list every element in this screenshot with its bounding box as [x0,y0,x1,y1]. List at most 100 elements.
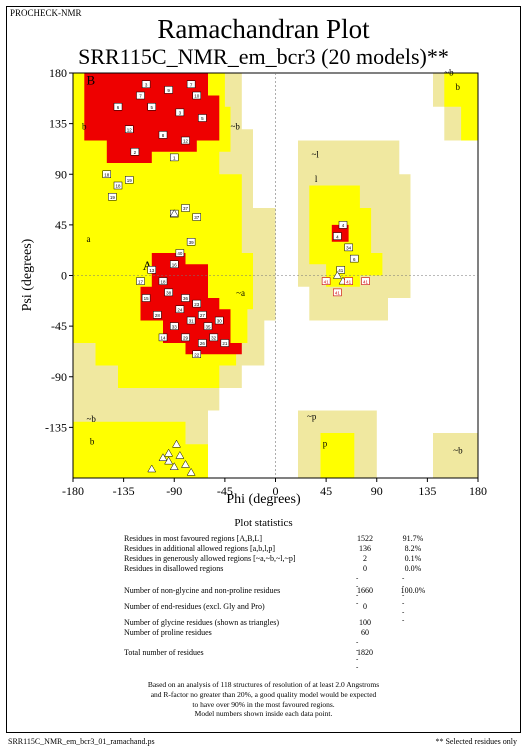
plot-subtitle: SRR115C_NMR_em_bcr3 (20 models)** [78,44,449,69]
residue-point: 24 [175,305,185,313]
residue-model-number: 34 [346,246,352,251]
residue-point: 2 [130,148,140,156]
residue-square [198,339,207,347]
stats-row: Total number of residues 1820 [124,648,444,659]
glycine-triangle [164,448,174,457]
stats-label: Residues in disallowed regions [124,564,224,573]
glycine-triangle [158,453,168,461]
x-tick-label: 135 [418,484,436,498]
stats-row: Number of end-residues (excl. Gly and Pr… [124,602,444,613]
stats-percent: 8.2% [404,544,422,553]
x-tick-label: -180 [62,484,84,498]
selected-residue-point: 41 [361,277,370,285]
marks-layer: 7593101281256371218181919373737394016131… [102,80,370,476]
residue-square [141,294,151,302]
axes-layer: -180 -135 -90 -45 0 45 90 135 18018013590450-45-… [45,66,487,498]
residue-model-number: 13 [149,268,155,273]
residue-square [209,333,218,342]
residue-point: 19 [108,193,117,201]
stats-row: Number of proline residues 60 [124,628,444,639]
x-tick-label: 0 [273,484,279,498]
x-tick-label: 90 [371,484,383,498]
y-tick-label: 180 [49,66,67,80]
stats-separator: ---- [356,638,359,672]
residue-square [125,176,134,184]
residue-square [344,243,353,252]
region-label: ~b [231,121,241,131]
footnote-line: Model numbers shown inside each data poi… [194,709,333,719]
stats-percent: 91.7% [402,534,424,543]
residue-square [164,86,173,94]
stats-label: Residues in generously allowed regions [… [124,554,296,563]
footer-note: ** Selected residues only [435,737,517,746]
stats-count: 1660 [357,586,373,595]
residue-square [147,266,156,274]
residue-point: 14 [158,333,168,342]
residue-square [198,114,207,122]
residue-point: 17 [136,277,145,285]
region-allowed-right [444,73,478,141]
residue-point: 21 [220,339,230,347]
residue-model-number: 37 [194,215,200,220]
selected-residue-square [344,277,353,285]
glycine-triangle [181,459,190,468]
residue-point: 39 [186,238,196,246]
residue-square [203,322,213,330]
residue-square [136,91,145,100]
stats-label: Number of proline residues [124,628,212,637]
footnote: Based on an analysis of 118 structures o… [0,680,527,719]
residue-model-number: 28 [155,313,161,318]
residue-model-number: 38 [166,291,172,296]
residue-model-number: 6 [353,257,356,262]
residue-square [170,153,179,162]
residue-point: 16 [170,260,179,268]
stats-percent: 0.0% [404,564,422,573]
residue-model-number: 26 [200,341,206,346]
residue-square [175,249,185,257]
region-label: b [82,121,87,131]
y-tick-label: 90 [55,167,67,181]
residue-point: 4 [338,221,348,229]
residue-model-number: 27 [200,313,206,318]
stats-separator: ------ [402,574,405,624]
residue-point: 3 [141,80,151,88]
y-tick-label: -90 [51,370,67,384]
residue-point: 6 [113,103,123,111]
residue-square [158,333,168,342]
residue-square [147,103,156,111]
residue-model-number: 4 [342,223,345,228]
stats-count: 2 [363,554,367,563]
glycine-triangle [172,439,181,448]
residue-model-number: 6 [117,105,120,110]
residue-model-number: 8 [162,133,165,138]
x-tick-label: -90 [166,484,182,498]
selected-residue-point: 41 [344,277,353,285]
region-label: A [143,258,153,273]
residue-model-number: 23 [194,302,200,307]
residue-model-number: 7 [139,94,142,99]
region-label: ~b [453,445,463,455]
region-label: b [456,82,461,92]
x-tick-label: -45 [217,484,233,498]
x-tick-label: 180 [469,484,487,498]
residue-model-number: 41 [338,268,344,273]
region-label: ~a [236,288,245,298]
residue-square [141,80,151,88]
stats-count: 136 [359,544,371,553]
glycine-triangle [169,209,179,217]
residue-point: 38 [164,288,173,297]
residue-square [198,311,207,319]
residue-point: 13 [147,266,156,274]
region-generous-right-bottom [433,433,478,478]
x-tick-label: -135 [113,484,135,498]
region-label: p [323,439,328,449]
selected-residue-point: 41 [333,288,342,297]
residue-point: 10 [192,91,201,100]
stats-count: 1820 [357,648,373,657]
residue-point: 15 [141,294,151,302]
footer-filename: SRR115C_NMR_em_bcr3_01_ramachand.ps [8,737,155,746]
residue-model-number: 3 [179,111,182,116]
residue-point: 27 [198,311,207,319]
residue-model-number: 35 [205,324,211,329]
residue-model-number: 14 [160,336,166,341]
